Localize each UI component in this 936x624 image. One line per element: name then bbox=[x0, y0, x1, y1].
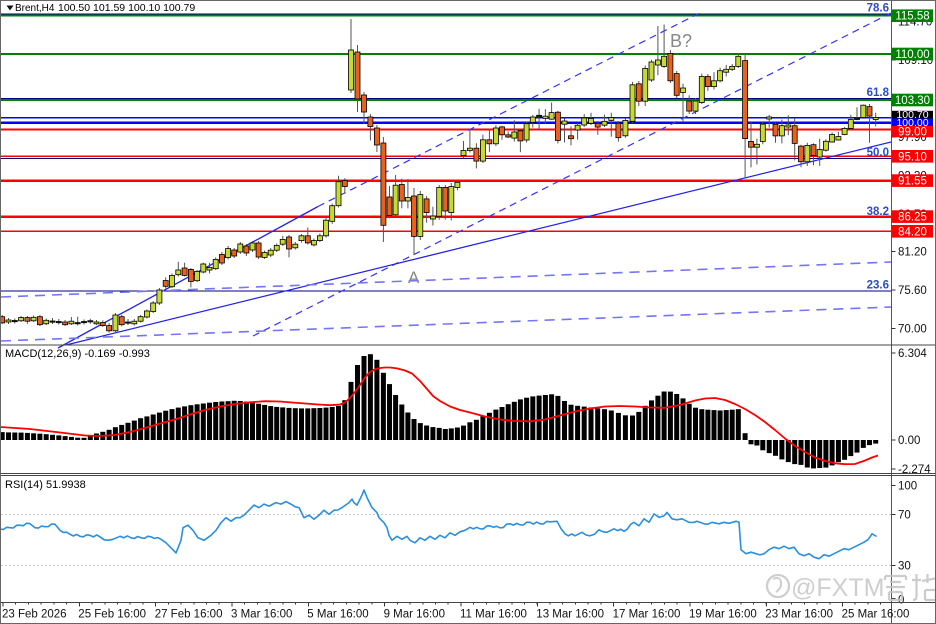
svg-text:100.70: 100.70 bbox=[896, 109, 928, 121]
svg-text:27 Feb 16:00: 27 Feb 16:00 bbox=[155, 609, 223, 621]
svg-text:13 Mar 16:00: 13 Mar 16:00 bbox=[536, 609, 604, 621]
svg-text:75.60: 75.60 bbox=[898, 285, 927, 297]
svg-text:23 Mar 16:00: 23 Mar 16:00 bbox=[765, 609, 833, 621]
svg-text:11 Mar 16:00: 11 Mar 16:00 bbox=[460, 609, 527, 621]
svg-text:3 Mar 16:00: 3 Mar 16:00 bbox=[231, 609, 292, 621]
svg-text:103.30: 103.30 bbox=[895, 95, 930, 107]
svg-text:5 Mar 16:00: 5 Mar 16:00 bbox=[307, 609, 368, 621]
svg-text:RSI(14) 51.9938: RSI(14) 51.9938 bbox=[5, 479, 86, 491]
svg-text:30: 30 bbox=[898, 561, 911, 573]
svg-text:70: 70 bbox=[898, 510, 911, 522]
svg-text:110.00: 110.00 bbox=[895, 49, 929, 61]
svg-text:95.10: 95.10 bbox=[898, 151, 927, 163]
svg-text:23 Feb 2026: 23 Feb 2026 bbox=[2, 609, 67, 621]
svg-text:78.6: 78.6 bbox=[867, 2, 889, 14]
svg-text:6.304: 6.304 bbox=[898, 348, 927, 360]
svg-text:100: 100 bbox=[898, 481, 917, 493]
svg-text:115.58: 115.58 bbox=[895, 11, 929, 23]
svg-text:84.20: 84.20 bbox=[898, 226, 927, 238]
svg-text:100.50 101.59 100.10 100.79: 100.50 101.59 100.10 100.79 bbox=[58, 2, 195, 14]
svg-text:61.8: 61.8 bbox=[867, 87, 890, 99]
svg-text:81.20: 81.20 bbox=[898, 247, 927, 259]
svg-text:99.00: 99.00 bbox=[898, 126, 927, 138]
svg-text:Brent,H4: Brent,H4 bbox=[15, 3, 55, 14]
svg-text:19 Mar 16:00: 19 Mar 16:00 bbox=[689, 609, 757, 621]
svg-text:B?: B? bbox=[670, 31, 692, 51]
svg-text:A: A bbox=[408, 268, 420, 287]
svg-text:0.00: 0.00 bbox=[898, 435, 920, 447]
svg-text:@FXTM: @FXTM bbox=[791, 574, 884, 602]
svg-text:MACD(12,26,9) -0.169 -0.993: MACD(12,26,9) -0.169 -0.993 bbox=[5, 348, 150, 360]
svg-text:38.2: 38.2 bbox=[867, 206, 889, 218]
svg-text:17 Mar 16:00: 17 Mar 16:00 bbox=[613, 609, 681, 621]
svg-text:86.25: 86.25 bbox=[898, 212, 927, 224]
svg-text:-2.274: -2.274 bbox=[898, 464, 931, 476]
svg-text:23.6: 23.6 bbox=[867, 280, 889, 292]
svg-text:50.0: 50.0 bbox=[867, 147, 889, 159]
svg-text:70.00: 70.00 bbox=[898, 324, 927, 336]
svg-text:25 Mar 16:00: 25 Mar 16:00 bbox=[842, 609, 910, 621]
svg-text:25 Feb 16:00: 25 Feb 16:00 bbox=[78, 609, 146, 621]
svg-text:91.55: 91.55 bbox=[898, 176, 927, 188]
svg-text:9 Mar 16:00: 9 Mar 16:00 bbox=[384, 609, 445, 621]
